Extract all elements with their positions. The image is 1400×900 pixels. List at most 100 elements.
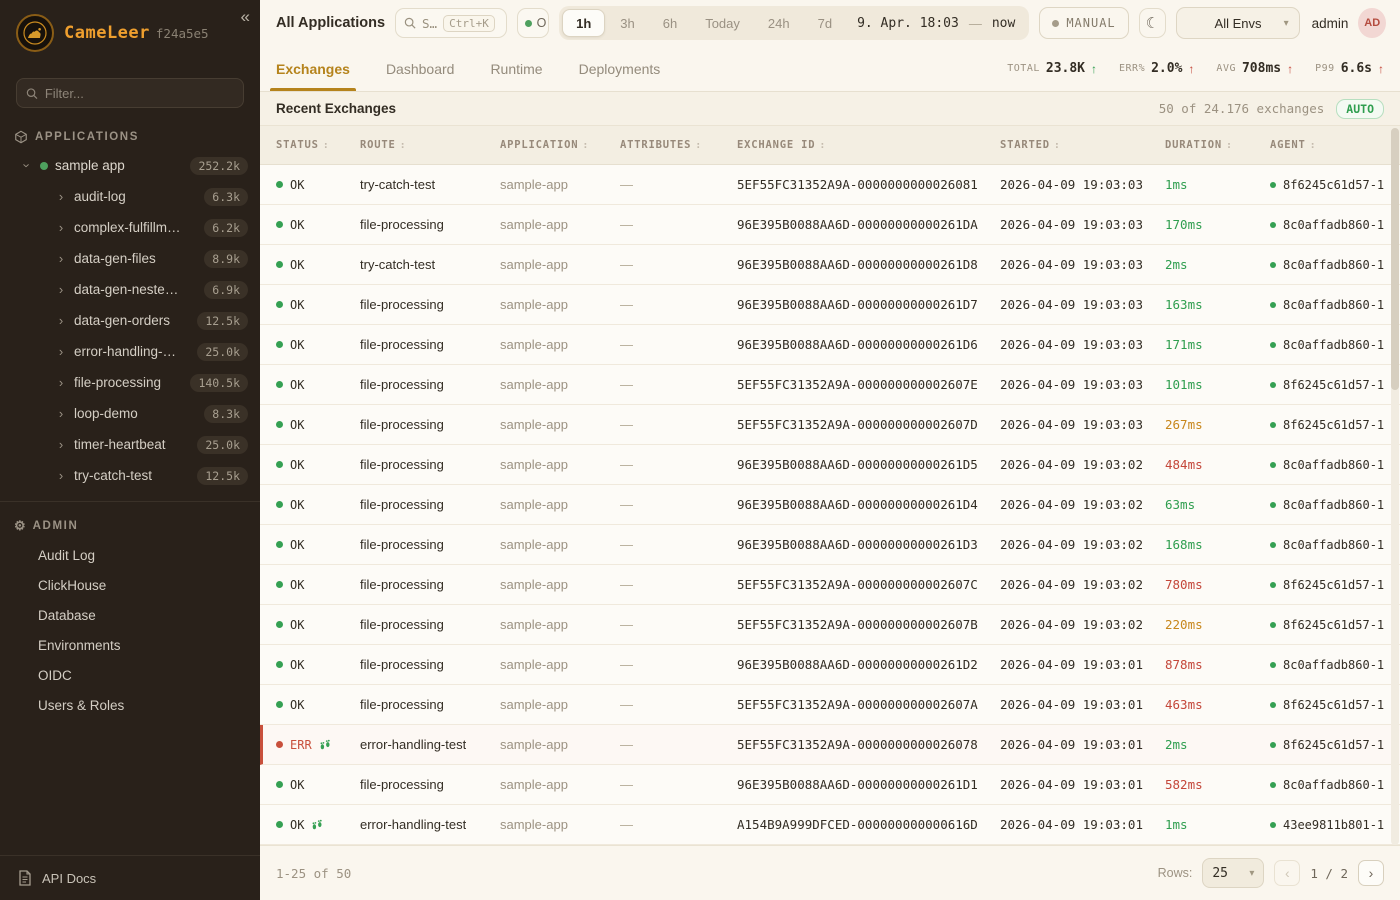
exchange-id-label: 5EF55FC31352A9A-000000000002607C	[737, 577, 978, 592]
column-header-attributes[interactable]: ATTRIBUTES:	[620, 139, 737, 151]
environment-select[interactable]: All Envs ▾	[1176, 7, 1300, 39]
status-cell: OK	[276, 338, 360, 352]
sidebar-item-error-handling-[interactable]: › error-handling-… 25.0k	[0, 336, 260, 367]
range-segment-3h[interactable]: 3h	[620, 15, 635, 31]
application-cell: sample-app	[500, 457, 620, 472]
admin-item-clickhouse[interactable]: ClickHouse	[38, 577, 107, 593]
range-end[interactable]: now	[991, 15, 1016, 31]
sidebar-item-loop-demo[interactable]: › loop-demo 8.3k	[0, 398, 260, 429]
api-docs-label: API Docs	[42, 870, 97, 886]
tab-exchanges[interactable]: Exchanges	[270, 46, 356, 91]
cameleer-logo[interactable]	[16, 14, 54, 52]
range-start[interactable]: 9. Apr. 18:03	[857, 15, 959, 31]
sidebar-item-timer-heartbeat[interactable]: › timer-heartbeat 25.0k	[0, 429, 260, 460]
table-row[interactable]: OK file-processing sample-app — 96E395B0088A…	[260, 765, 1400, 805]
column-header-application[interactable]: APPLICATION:	[500, 139, 620, 151]
column-header-duration[interactable]: DURATION:	[1165, 139, 1270, 151]
api-docs-item[interactable]: API Docs	[0, 855, 260, 900]
table-row[interactable]: OK file-processing sample-app — 5EF55FC31352…	[260, 405, 1400, 445]
attributes-cell: —	[620, 177, 737, 192]
attributes-cell: —	[620, 817, 737, 832]
column-header-status[interactable]: STATUS:	[276, 139, 360, 151]
table-row[interactable]: OK error-handling-test sample-app — A154B9A9…	[260, 805, 1400, 845]
sidebar-item-data-gen-orders[interactable]: › data-gen-orders 12.5k	[0, 305, 260, 336]
global-search[interactable]: S… Ctrl+K	[395, 8, 507, 38]
environment-selected: All Envs	[1214, 15, 1262, 31]
range-segment-7d[interactable]: 7d	[817, 15, 833, 31]
attributes-label: —	[620, 697, 633, 712]
table-row[interactable]: OK file-processing sample-app — 96E395B0088A…	[260, 205, 1400, 245]
table-row[interactable]: OK file-processing sample-app — 96E395B0088A…	[260, 525, 1400, 565]
exchange-id-label: 5EF55FC31352A9A-000000000002607B	[737, 617, 978, 632]
duration-cell: 2ms	[1165, 257, 1270, 272]
next-page-button[interactable]: ›	[1358, 860, 1384, 886]
admin-item-users-roles[interactable]: Users & Roles	[38, 697, 125, 713]
table-row[interactable]: OK file-processing sample-app — 5EF55FC31352…	[260, 685, 1400, 725]
column-header-started[interactable]: STARTED:	[1000, 139, 1165, 151]
admin-item-environments[interactable]: Environments	[38, 637, 121, 653]
table-row[interactable]: ERR error-handling-test sample-app — 5EF55FC…	[260, 725, 1400, 765]
table-row[interactable]: OK file-processing sample-app — 96E395B0088A…	[260, 325, 1400, 365]
tab-deployments[interactable]: Deployments	[578, 60, 661, 77]
sidebar-item-audit-log[interactable]: › audit-log 6.3k	[0, 181, 260, 212]
route-label: file-processing	[360, 497, 444, 512]
manual-refresh-button[interactable]: MANUAL	[1039, 7, 1129, 39]
exchange-count-badge: 140.5k	[190, 373, 248, 392]
exchange-id-cell: 5EF55FC31352A9A-0000000000026078	[737, 737, 1000, 752]
table-row[interactable]: OK file-processing sample-app — 96E395B0088A…	[260, 645, 1400, 685]
rows-per-page-select[interactable]: 25 ▾	[1202, 858, 1265, 888]
filter-input[interactable]	[44, 85, 234, 101]
tab-runtime[interactable]: Runtime	[490, 60, 543, 77]
range-segment-24h[interactable]: 24h	[767, 15, 790, 31]
sidebar-item-data-gen-neste-[interactable]: › data-gen-neste… 6.9k	[0, 274, 260, 305]
status-label: OK	[290, 497, 305, 512]
sidebar-item-sample-app[interactable]: › sample app 252.2k	[0, 150, 260, 181]
column-header-exchange-id[interactable]: EXCHANGE ID:	[737, 139, 1000, 151]
attributes-label: —	[620, 217, 633, 232]
live-status-indicator[interactable]: O	[516, 8, 550, 38]
prev-page-button[interactable]: ‹	[1274, 860, 1301, 886]
sidebar-item-complex-fulfillm-[interactable]: › complex-fulfillm… 6.2k	[0, 212, 260, 243]
table-row[interactable]: OK file-processing sample-app — 5EF55FC31352…	[260, 605, 1400, 645]
started-label: 2026-04-09 19:03:01	[1000, 697, 1143, 712]
route-label: file-processing	[360, 457, 444, 472]
duration-label: 1ms	[1165, 817, 1188, 832]
table-row[interactable]: OK file-processing sample-app — 5EF55FC31352…	[260, 565, 1400, 605]
sidebar-item-try-catch-test[interactable]: › try-catch-test 12.5k	[0, 460, 260, 491]
sidebar-item-file-processing[interactable]: › file-processing 140.5k	[0, 367, 260, 398]
tab-dashboard[interactable]: Dashboard	[385, 60, 455, 77]
table-scrollbar-thumb[interactable]	[1391, 128, 1399, 390]
agent-label: 8c0affadb860-1	[1283, 257, 1385, 272]
column-header-agent[interactable]: AGENT:	[1270, 139, 1400, 151]
column-header-route[interactable]: ROUTE:	[360, 139, 500, 151]
document-icon	[19, 870, 31, 886]
admin-item-database[interactable]: Database	[38, 607, 96, 623]
status-label: OK	[290, 297, 305, 312]
sidebar-filter[interactable]	[16, 78, 244, 108]
exchange-count-label: 50 of 24.176 exchanges	[1158, 101, 1325, 116]
table-scrollbar[interactable]	[1391, 128, 1399, 845]
sidebar-collapse-icon[interactable]: «	[240, 7, 250, 26]
user-avatar[interactable]: AD	[1358, 8, 1386, 38]
sort-icon: :	[695, 139, 703, 151]
range-segment-today[interactable]: Today	[705, 15, 740, 31]
table-row[interactable]: OK file-processing sample-app — 96E395B0088A…	[260, 285, 1400, 325]
range-segment-6h[interactable]: 6h	[662, 15, 678, 31]
table-row[interactable]: OK file-processing sample-app — 96E395B0088A…	[260, 485, 1400, 525]
table-row[interactable]: OK file-processing sample-app — 96E395B0088A…	[260, 445, 1400, 485]
started-cell: 2026-04-09 19:03:03	[1000, 257, 1165, 272]
admin-item-oidc[interactable]: OIDC	[38, 667, 72, 683]
auto-refresh-badge[interactable]: AUTO	[1336, 98, 1384, 119]
range-segment-1h[interactable]: 1h	[562, 9, 606, 37]
table-row[interactable]: OK try-catch-test sample-app — 5EF55FC31352A…	[260, 165, 1400, 205]
admin-item-audit-log[interactable]: Audit Log	[38, 547, 96, 563]
chevron-right-icon: ›	[58, 220, 64, 235]
theme-toggle-button[interactable]: ☾	[1138, 8, 1167, 38]
route-label: file-processing	[360, 537, 444, 552]
sidebar-item-data-gen-files[interactable]: › data-gen-files 8.9k	[0, 243, 260, 274]
table-row[interactable]: OK try-catch-test sample-app — 96E395B0088AA…	[260, 245, 1400, 285]
table-row[interactable]: OK file-processing sample-app — 5EF55FC31352…	[260, 365, 1400, 405]
caret-down-icon: ▾	[1249, 867, 1255, 879]
route-label: error-handling-test	[360, 737, 467, 752]
attributes-label: —	[620, 177, 633, 192]
